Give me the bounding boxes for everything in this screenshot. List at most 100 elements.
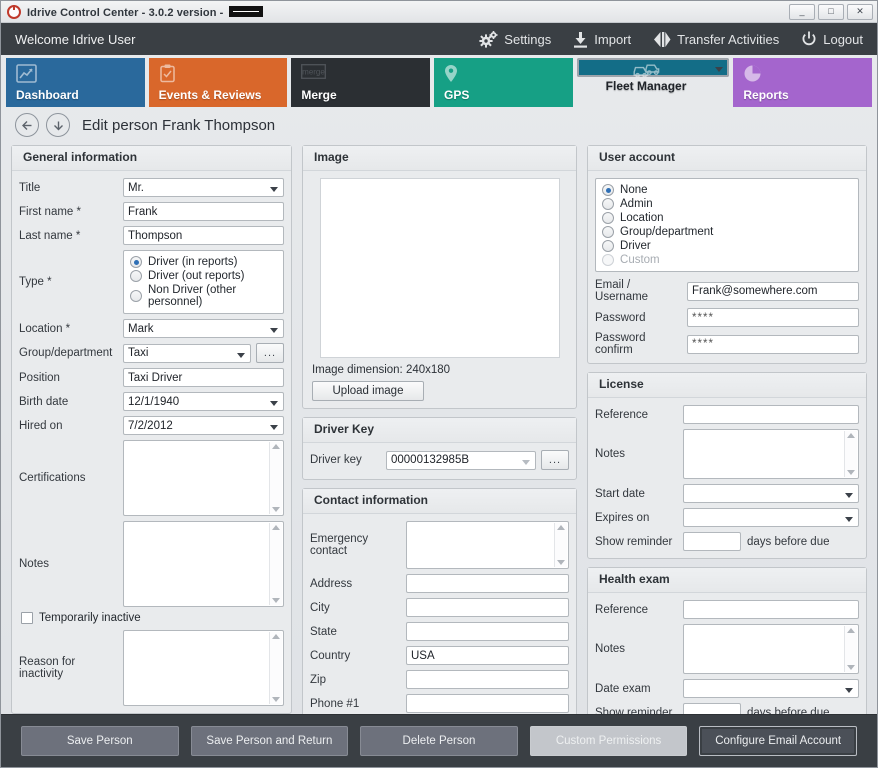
address-input[interactable] xyxy=(405,574,570,593)
first-name-input[interactable]: Frank xyxy=(123,202,284,221)
role-option-none[interactable]: None xyxy=(602,183,852,197)
arrow-left-icon[interactable] xyxy=(15,113,39,137)
row-password-confirm: Password confirm **** xyxy=(595,332,859,356)
driver-key-browse-button[interactable]: ... xyxy=(541,450,570,470)
license-expires-label: Expires on xyxy=(595,511,650,524)
country-input[interactable]: USA xyxy=(405,646,570,665)
app-header: Welcome Idrive User xyxy=(1,23,877,55)
temporarily-inactive-checkbox[interactable] xyxy=(21,612,33,624)
license-reference-input[interactable] xyxy=(683,405,859,424)
type-option-driver-in-reports[interactable]: Driver (in reports) xyxy=(130,255,277,269)
scrollbar[interactable] xyxy=(268,442,282,514)
temporarily-inactive-row[interactable]: Temporarily inactive xyxy=(21,612,284,624)
tab-merge[interactable]: merge Merge xyxy=(291,58,431,107)
tab-gps[interactable]: GPS xyxy=(434,58,573,107)
certifications-textarea[interactable] xyxy=(123,440,284,516)
nav-logout[interactable]: Logout xyxy=(801,31,863,47)
role-option-location[interactable]: Location xyxy=(602,211,852,225)
license-notes-textarea[interactable] xyxy=(683,429,859,479)
tab-events-reviews[interactable]: Events & Reviews xyxy=(148,58,288,107)
tab-fleet-manager[interactable]: Fleet Manager xyxy=(576,58,730,93)
license-expires-picker[interactable] xyxy=(683,508,859,527)
health-date-picker[interactable] xyxy=(683,679,859,698)
radio-dot-icon xyxy=(130,256,142,268)
first-name-label: First name * xyxy=(19,205,81,218)
form-columns: General information Title Mr. First name… xyxy=(1,139,877,745)
close-button[interactable]: ✕ xyxy=(847,3,873,20)
scroll-up-icon xyxy=(271,444,280,449)
title-select[interactable]: Mr. xyxy=(123,178,284,197)
license-reminder-input[interactable] xyxy=(683,532,742,551)
role-option-driver[interactable]: Driver xyxy=(602,239,852,253)
save-person-button[interactable]: Save Person xyxy=(21,726,179,756)
group-department-select[interactable]: Taxi xyxy=(123,343,251,363)
upload-image-button[interactable]: Upload image xyxy=(311,381,424,401)
city-input[interactable] xyxy=(405,598,570,617)
row-license-reminder: Show reminder days before due xyxy=(595,532,859,551)
role-option-4-label: Driver xyxy=(620,240,651,252)
row-driver-key: Driver key 00000132985B ... xyxy=(309,450,570,470)
location-select[interactable]: Mark xyxy=(123,319,284,338)
page-header: Edit person Frank Thompson xyxy=(1,107,877,139)
row-health-notes: Notes xyxy=(595,624,859,674)
type-option-driver-out-reports[interactable]: Driver (out reports) xyxy=(130,269,277,283)
role-option-group-department[interactable]: Group/department xyxy=(602,225,852,239)
email-input[interactable]: Frank@somewhere.com xyxy=(687,281,859,301)
minimize-button[interactable]: _ xyxy=(789,3,815,20)
custom-permissions-button: Custom Permissions xyxy=(529,726,688,756)
type-option-non-driver[interactable]: Non Driver (other personnel) xyxy=(130,283,277,309)
nav-transfer-activities[interactable]: Transfer Activities xyxy=(653,31,779,48)
scrollbar[interactable] xyxy=(268,632,282,704)
row-certifications: Certifications xyxy=(19,440,284,516)
redacted-license-text xyxy=(229,5,264,17)
download-icon xyxy=(573,31,588,48)
title-label: Title xyxy=(19,181,41,194)
arrow-down-icon[interactable] xyxy=(46,113,70,137)
zip-input[interactable] xyxy=(405,670,570,689)
license-reference-label: Reference xyxy=(595,408,649,421)
delete-person-button[interactable]: Delete Person xyxy=(360,726,518,756)
state-input[interactable] xyxy=(405,622,570,641)
password-input[interactable]: **** xyxy=(687,308,859,327)
phone-1-input[interactable] xyxy=(405,694,570,713)
row-position: Position Taxi Driver xyxy=(19,368,284,387)
row-health-date-exam: Date exam xyxy=(595,679,859,698)
birth-date-picker[interactable]: 12/1/1940 xyxy=(123,392,284,411)
row-birth-date: Birth date 12/1/1940 xyxy=(19,392,284,411)
reason-textarea[interactable] xyxy=(123,630,284,706)
driver-key-select[interactable]: 00000132985B xyxy=(385,450,537,470)
configure-email-account-button[interactable]: Configure Email Account xyxy=(699,726,857,756)
scrollbar[interactable] xyxy=(268,523,282,605)
nav-import[interactable]: Import xyxy=(573,31,631,48)
radio-dot-icon xyxy=(602,184,615,196)
hired-on-picker[interactable]: 7/2/2012 xyxy=(123,416,284,435)
scrollbar[interactable] xyxy=(554,523,568,567)
scrollbar[interactable] xyxy=(844,626,857,672)
type-option-1-label: Driver (out reports) xyxy=(148,270,245,282)
maximize-button[interactable]: □ xyxy=(818,3,844,20)
health-reference-input[interactable] xyxy=(683,600,859,619)
driver-key-legend: Driver Key xyxy=(302,418,577,443)
notes-textarea[interactable] xyxy=(123,521,284,607)
radio-dot-icon xyxy=(602,240,615,252)
group-department-browse-button[interactable]: ... xyxy=(255,343,284,363)
birth-date-label: Birth date xyxy=(19,395,69,408)
driver-key-label: Driver key xyxy=(309,454,362,466)
position-input[interactable]: Taxi Driver xyxy=(123,368,284,387)
password-confirm-input[interactable]: **** xyxy=(687,334,859,354)
health-notes-textarea[interactable] xyxy=(683,624,859,674)
license-start-picker[interactable] xyxy=(683,484,859,503)
license-reminder-label: Show reminder xyxy=(595,535,673,548)
tab-reports[interactable]: Reports xyxy=(733,58,873,107)
save-person-and-return-button[interactable]: Save Person and Return xyxy=(190,726,349,756)
gears-icon xyxy=(479,30,498,48)
nav-settings[interactable]: Settings xyxy=(479,30,551,48)
scrollbar[interactable] xyxy=(844,431,857,477)
group-license: License Reference Notes Start date xyxy=(587,372,867,559)
tab-dashboard[interactable]: Dashboard xyxy=(6,58,145,107)
role-option-admin[interactable]: Admin xyxy=(602,197,852,211)
row-zip: Zip xyxy=(310,670,570,689)
emergency-contact-textarea[interactable] xyxy=(405,521,570,569)
last-name-input[interactable]: Thompson xyxy=(123,226,284,245)
